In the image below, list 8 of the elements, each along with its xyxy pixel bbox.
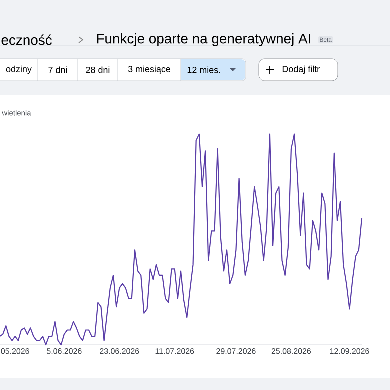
text: eczność (2, 34, 52, 46)
text: Dodaj filtr (282, 66, 320, 74)
text: 7 dni (48, 66, 68, 74)
chart-title: Funkcje oparte na generatywnej AI (97, 33, 310, 46)
text: 28 dni (86, 66, 110, 74)
text: odziny (6, 66, 32, 74)
text: 3 miesiące (128, 66, 171, 74)
text: 12 mies. (188, 66, 220, 74)
